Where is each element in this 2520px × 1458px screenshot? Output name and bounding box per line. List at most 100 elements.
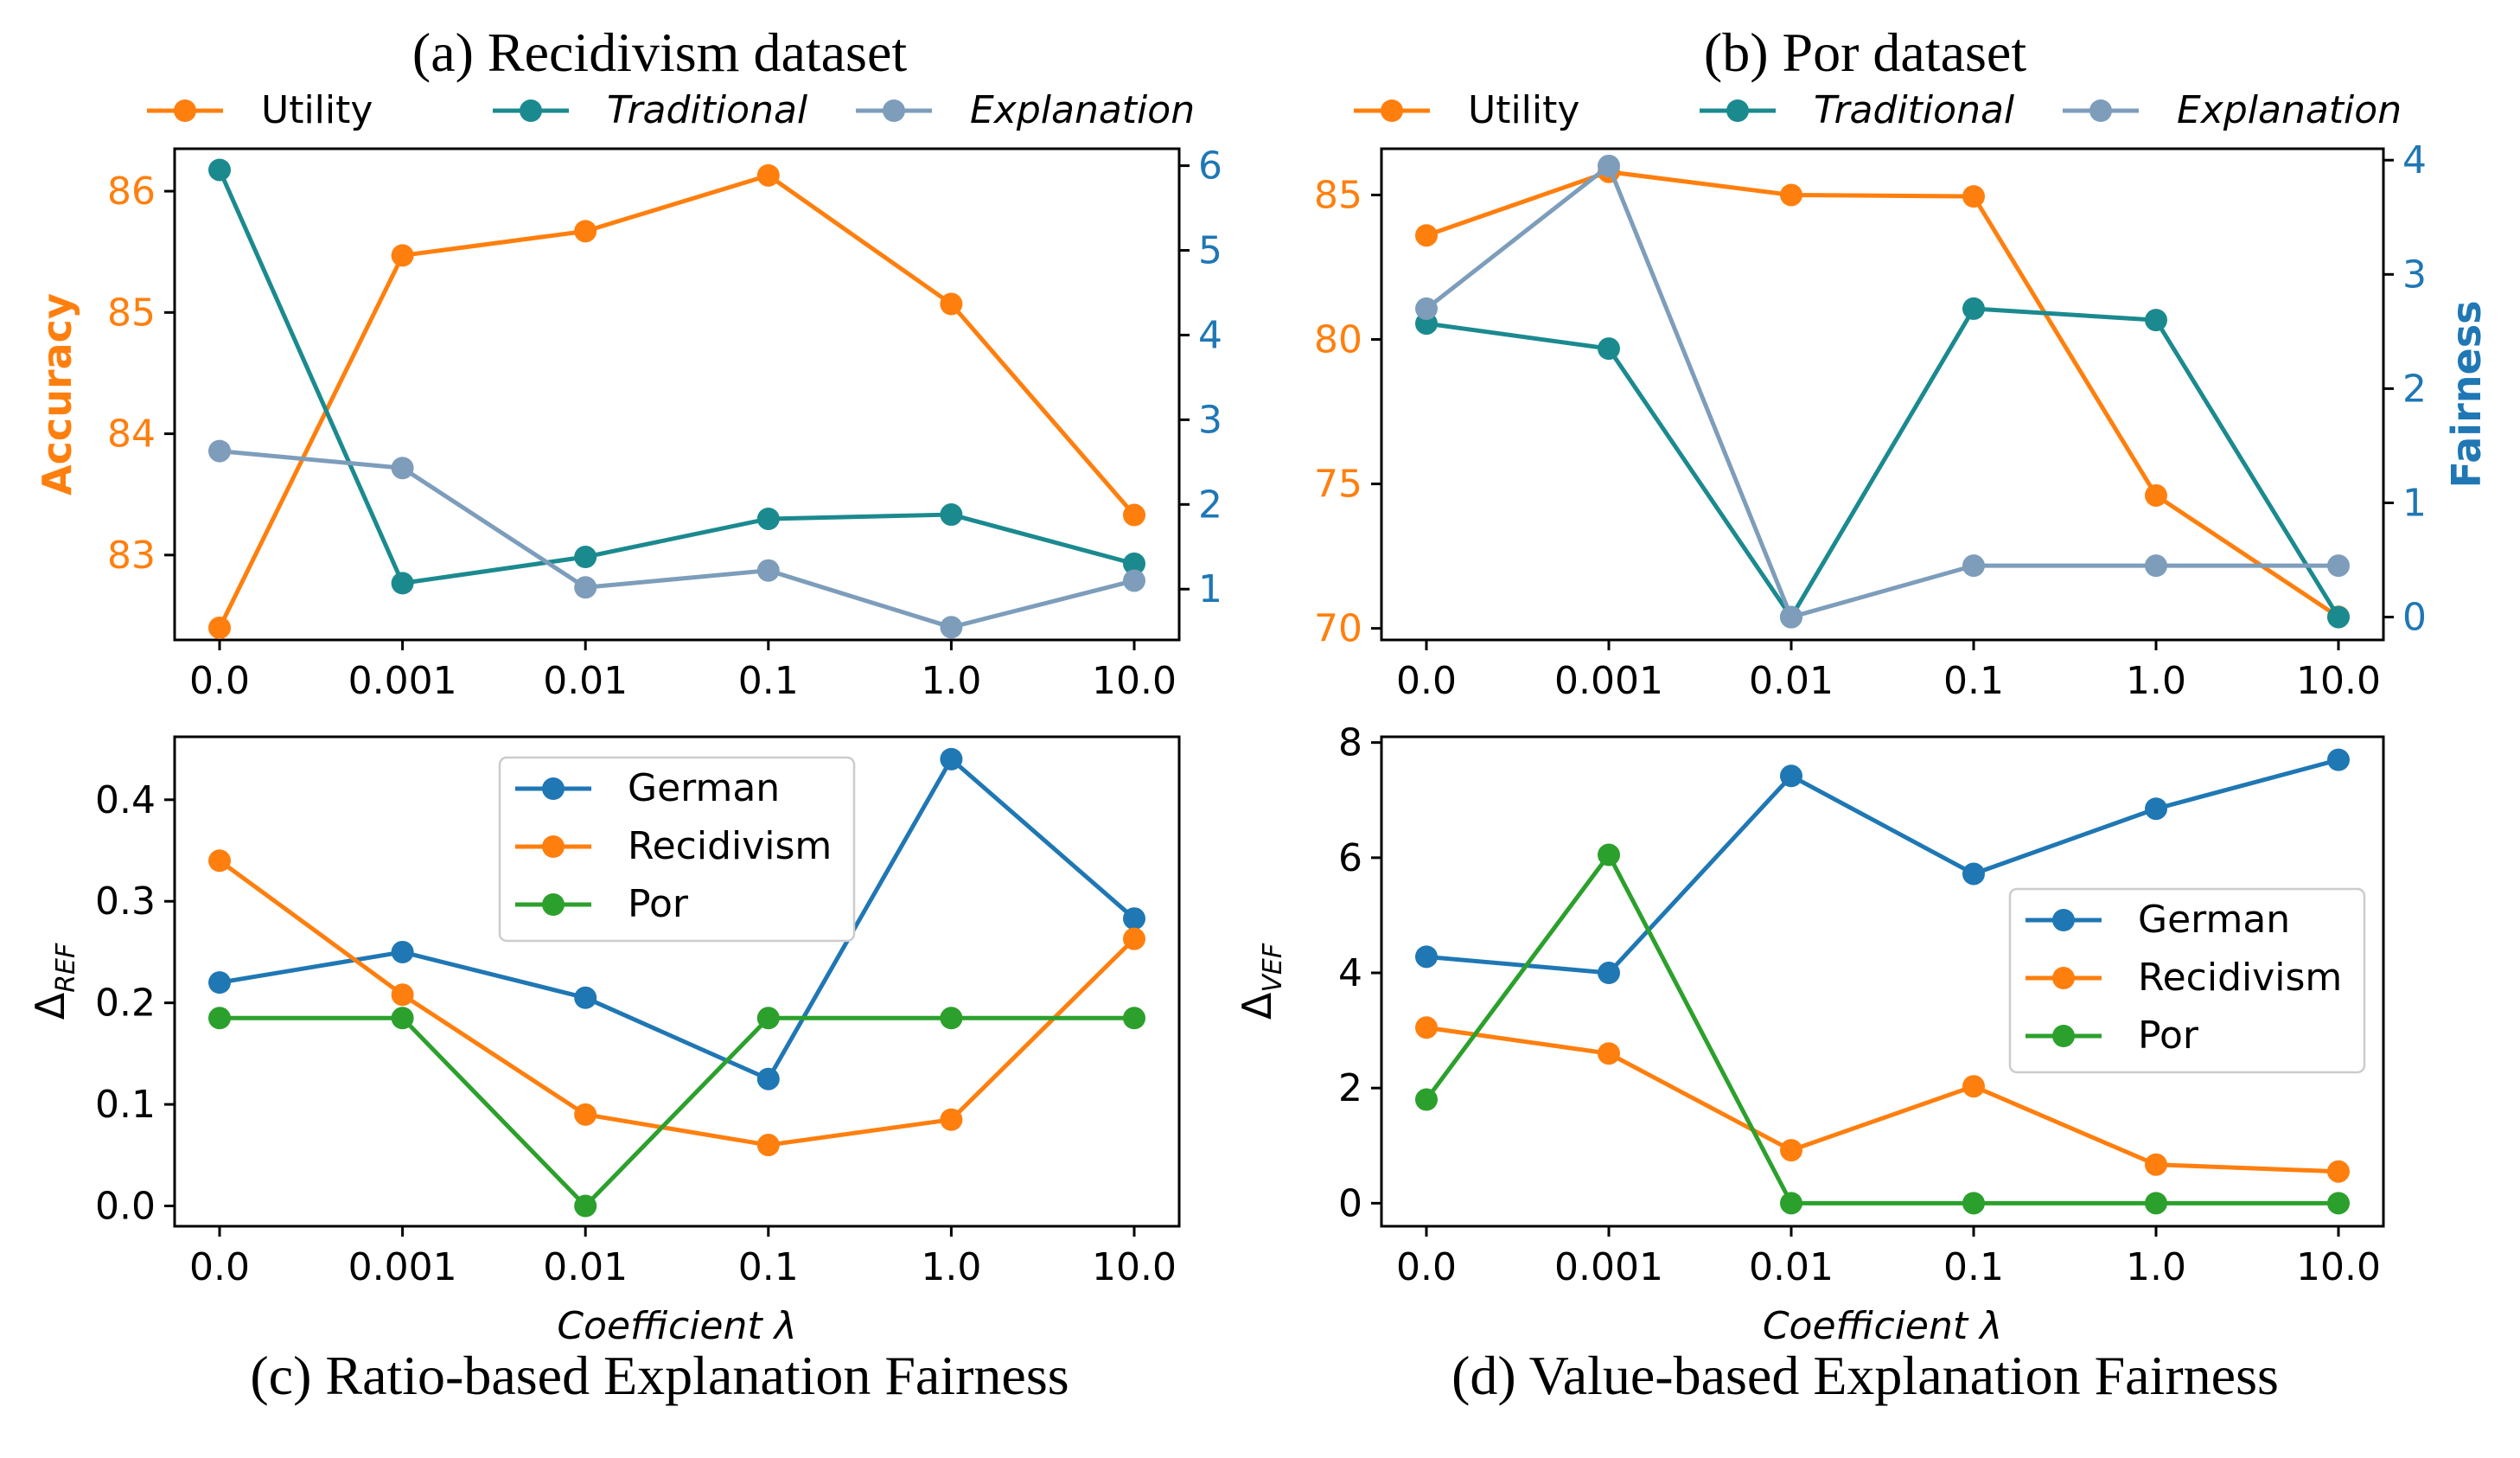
legend-marker	[2052, 1025, 2075, 1047]
legend-label: Recidivism	[628, 824, 832, 868]
legend-marker	[2052, 967, 2075, 989]
data-point-recidivism	[1780, 1139, 1802, 1162]
data-point-recidivism	[1415, 1016, 1438, 1039]
legend-label: Utility	[261, 88, 373, 132]
data-point-german	[208, 971, 231, 994]
panel-b-por-dataset: (b) Por dataset 0.0 0.001 0.01 0.1 1.0 10.0 70 7…	[1314, 22, 2490, 703]
x-tick-label: 1.0	[921, 659, 981, 703]
data-point-recidivism	[1598, 1042, 1620, 1065]
data-point-traditional	[208, 158, 231, 182]
x-tick-label: 1.0	[921, 1245, 981, 1289]
legend-marker	[1381, 99, 1403, 122]
data-point-explanation	[940, 616, 963, 639]
data-point-traditional	[2145, 309, 2167, 332]
series-explanation	[208, 439, 1145, 639]
y2-tick-label: 4	[1198, 313, 1222, 357]
series-traditional	[1415, 297, 2350, 629]
series-recidivism	[1415, 1016, 2350, 1183]
data-point-utility	[1415, 224, 1438, 247]
data-point-german	[940, 747, 963, 771]
y2-tick-label: 3	[1198, 398, 1222, 442]
x-tick-label: 0.0	[1396, 659, 1457, 703]
y2-tick-label: 4	[2402, 138, 2427, 182]
y-tick-label: 0.1	[95, 1083, 156, 1127]
y-tick-label: 86	[107, 169, 156, 214]
series-line-traditional	[1426, 306, 2341, 620]
data-point-por	[2145, 1192, 2167, 1215]
series-line-por	[220, 1015, 1134, 1209]
series-traditional	[208, 158, 1145, 595]
y-axis-label-subscript: VEF	[1258, 943, 1288, 992]
x-tick-label: 0.001	[348, 659, 457, 703]
data-point-por	[1123, 1007, 1145, 1030]
data-point-german	[1962, 862, 1985, 886]
data-point-german	[756, 1067, 780, 1090]
y-axis-label-delta: Δ	[27, 992, 73, 1020]
plot-frame	[173, 735, 1181, 1228]
x-tick-label: 0.01	[543, 659, 628, 703]
y2-tick-label: 0	[2402, 596, 2427, 640]
data-point-por	[940, 1007, 963, 1030]
legend-item-recidivism: Recidivism	[2026, 956, 2342, 1000]
data-point-german	[574, 986, 597, 1009]
data-point-explanation	[1123, 569, 1145, 592]
data-point-traditional	[1598, 337, 1620, 361]
x-tick-label: 1.0	[2126, 1245, 2186, 1289]
legend-item-german: German	[515, 766, 780, 810]
legend-label: Traditional	[607, 88, 808, 132]
y-axis-label-delta: Δ	[1234, 992, 1280, 1020]
y-axis-label: ΔVEF	[1234, 943, 1288, 1020]
legend-label: Explanation	[2177, 88, 2402, 132]
legend-marker	[1726, 99, 1749, 122]
x-tick-label: 0.0	[1396, 1245, 1457, 1289]
legend-marker	[542, 835, 565, 858]
y-axis-label-subscript: REF	[51, 943, 81, 993]
x-tick-label: 0.1	[738, 1245, 799, 1289]
legend-item-explanation: Explanation	[2063, 88, 2402, 132]
data-point-utility	[1123, 503, 1145, 527]
y2-axis-label: Fairness	[2443, 301, 2490, 489]
data-point-traditional	[1962, 297, 1985, 320]
data-point-explanation	[208, 439, 231, 463]
data-point-explanation	[574, 576, 597, 599]
data-point-por	[391, 1007, 414, 1030]
series-utility	[208, 163, 1145, 639]
y2-tick-label: 1	[1198, 567, 1222, 611]
legend-item-utility: Utility	[1354, 88, 1579, 132]
y-tick-label: 80	[1314, 318, 1362, 362]
x-tick-label: 0.01	[1749, 659, 1834, 703]
x-tick-label: 0.1	[1943, 659, 2004, 703]
data-point-recidivism	[756, 1134, 780, 1157]
data-point-recidivism	[391, 983, 414, 1007]
series-line-traditional	[217, 169, 1135, 585]
legend-label: Por	[2138, 1014, 2199, 1058]
data-point-german	[1780, 764, 1802, 788]
legend-marker	[2052, 909, 2075, 931]
legend-item-recidivism: Recidivism	[515, 824, 832, 868]
data-point-por	[1962, 1192, 1985, 1215]
data-point-recidivism	[940, 1108, 963, 1131]
legend-label: Traditional	[1814, 88, 2015, 132]
data-point-recidivism	[2145, 1153, 2167, 1176]
data-point-explanation	[1962, 554, 1985, 578]
data-point-recidivism	[574, 1103, 597, 1126]
series-line-por	[1424, 853, 2338, 1205]
data-point-por	[208, 1007, 231, 1030]
legend-marker	[2089, 99, 2112, 122]
data-point-recidivism	[1962, 1075, 1985, 1098]
x-tick-label: 0.01	[543, 1245, 628, 1289]
legend-marker	[520, 99, 542, 122]
x-tick-label: 10.0	[1092, 1245, 1177, 1289]
y-tick-label: 0.2	[95, 982, 156, 1026]
data-point-german	[1123, 907, 1145, 930]
data-point-german	[1415, 945, 1438, 969]
legend-marker	[883, 99, 905, 122]
data-point-explanation	[1415, 297, 1438, 320]
data-point-por	[2327, 1192, 2350, 1215]
legend-box	[2008, 887, 2366, 1074]
data-point-por	[574, 1194, 597, 1218]
y-tick-label: 83	[107, 534, 156, 578]
